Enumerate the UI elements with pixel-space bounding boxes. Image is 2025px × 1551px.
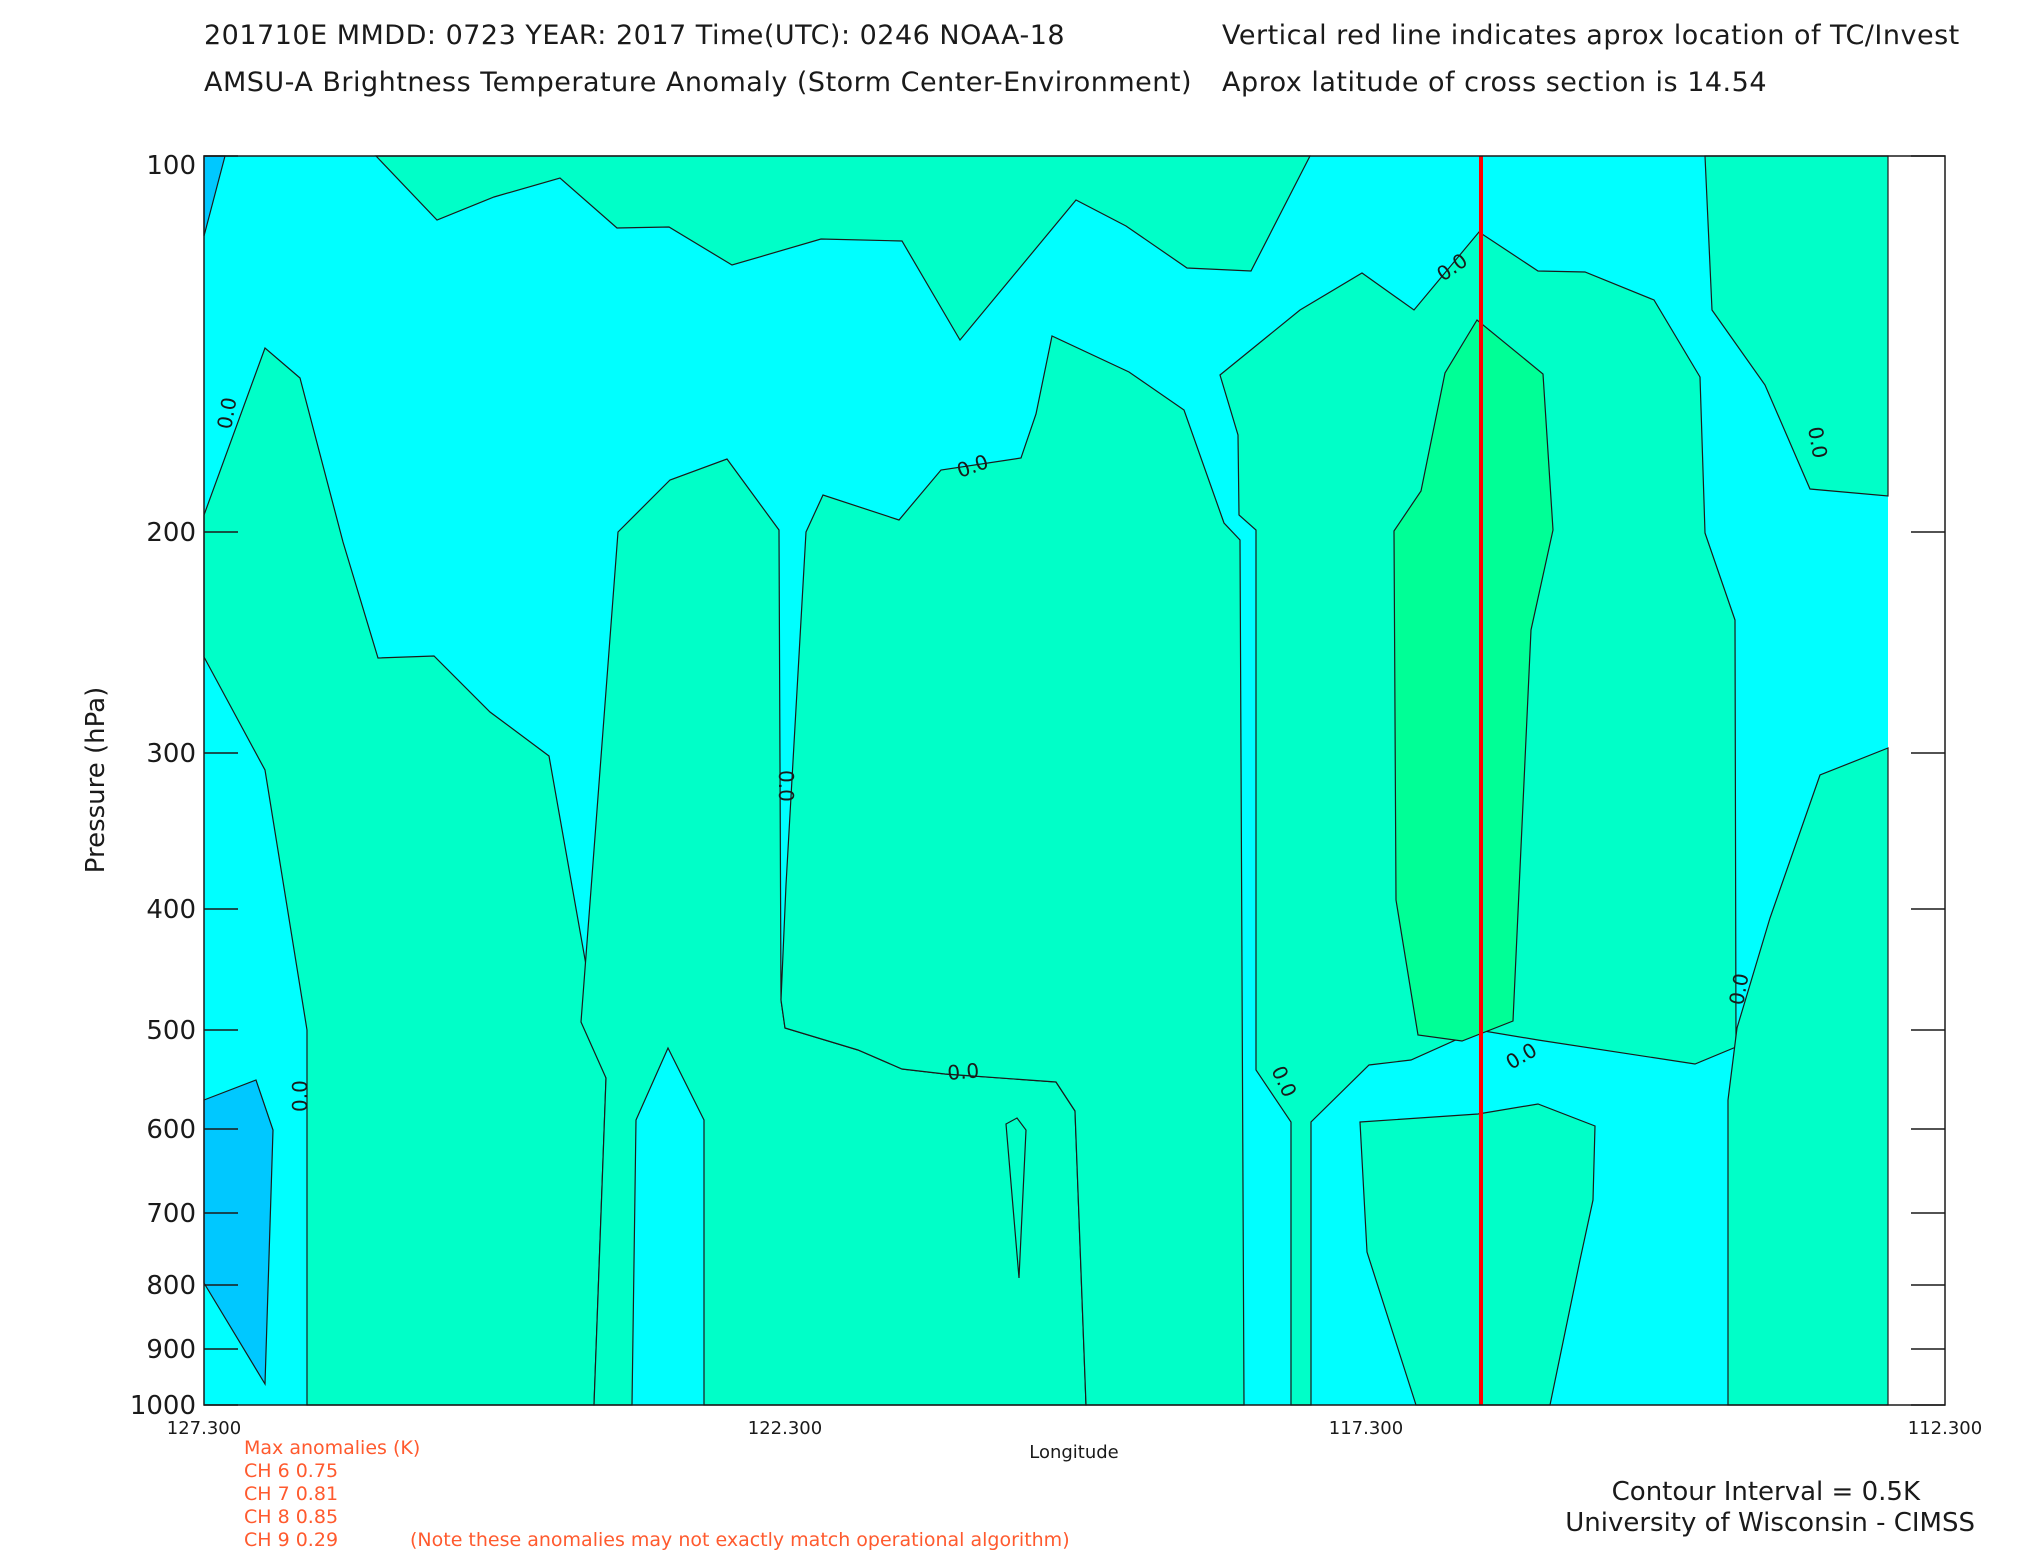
x-tick-label: 127.300 — [167, 1418, 241, 1439]
y-tick-label: 900 — [146, 1335, 196, 1365]
contour-label: 0.0 — [288, 1080, 312, 1112]
y-tick-label: 200 — [146, 518, 196, 548]
y-axis-label: Pressure (hPa) — [81, 687, 111, 874]
contour-label: 0.0 — [1803, 425, 1832, 460]
contour-region-west-column — [203, 346, 607, 1406]
y-tick-label: 500 — [146, 1016, 196, 1046]
anomaly-note: (Note these anomalies may not exactly ma… — [410, 1529, 1070, 1551]
max-anomaly-region — [1393, 319, 1554, 1042]
anomaly-row: CH 6 0.75 — [244, 1460, 339, 1482]
y-axis — [204, 155, 1945, 1406]
max-anomalies-title: Max anomalies (K) — [244, 1437, 421, 1459]
header-line2-right: Aprox latitude of cross section is 14.54 — [1222, 67, 1767, 98]
y-tick-label: 600 — [146, 1115, 196, 1145]
y-tick-label: 800 — [146, 1271, 196, 1301]
header-line1-right: Vertical red line indicates aprox locati… — [1222, 20, 1960, 51]
contour-region-center — [780, 335, 1245, 1406]
contour-region-east-lower — [1359, 1103, 1596, 1406]
y-tick-labels: 100 200 300 400 500 600 700 800 900 1000 — [130, 151, 196, 1421]
y-tick-label: 1000 — [130, 1391, 196, 1421]
x-tick-labels: 127.300 122.300 117.300 112.300 — [167, 1418, 1982, 1439]
x-tick-label: 112.300 — [1908, 1418, 1982, 1439]
contour-label: 0.0 — [774, 770, 798, 802]
contour-label: 0.0 — [212, 395, 241, 430]
x-tick-label: 122.300 — [748, 1418, 822, 1439]
credit-text: University of Wisconsin - CIMSS — [1565, 1508, 1975, 1538]
contour-label: 0.0 — [946, 1058, 980, 1085]
y-tick-label: 100 — [146, 151, 196, 181]
x-tick-label: 117.300 — [1329, 1418, 1403, 1439]
y-tick-label: 700 — [146, 1199, 196, 1229]
contour-interval: Contour Interval = 0.5K — [1611, 1477, 1920, 1507]
anomaly-row: CH 7 0.81 — [244, 1483, 339, 1505]
y-tick-label: 300 — [146, 739, 196, 769]
contour-label: 0.0 — [1724, 971, 1753, 1006]
anomaly-row: CH 8 0.85 — [244, 1506, 339, 1528]
anomaly-row: CH 9 0.29 — [244, 1529, 339, 1551]
plot-area: 0.0 0.0 0.0 0.0 0.0 0.0 0.0 0.0 0.0 0.0 — [203, 155, 1946, 1406]
header-line2-left: AMSU-A Brightness Temperature Anomaly (S… — [204, 67, 1193, 98]
y-tick-label: 400 — [146, 895, 196, 925]
contour-region-top-band — [374, 155, 1311, 342]
contour-region-small-vertical-1 — [1005, 1117, 1027, 1279]
x-axis-label: Longitude — [1029, 1442, 1119, 1463]
plot-frame — [203, 155, 1946, 1406]
header-line1-left: 201710E MMDD: 0723 YEAR: 2017 Time(UTC):… — [204, 20, 1066, 51]
